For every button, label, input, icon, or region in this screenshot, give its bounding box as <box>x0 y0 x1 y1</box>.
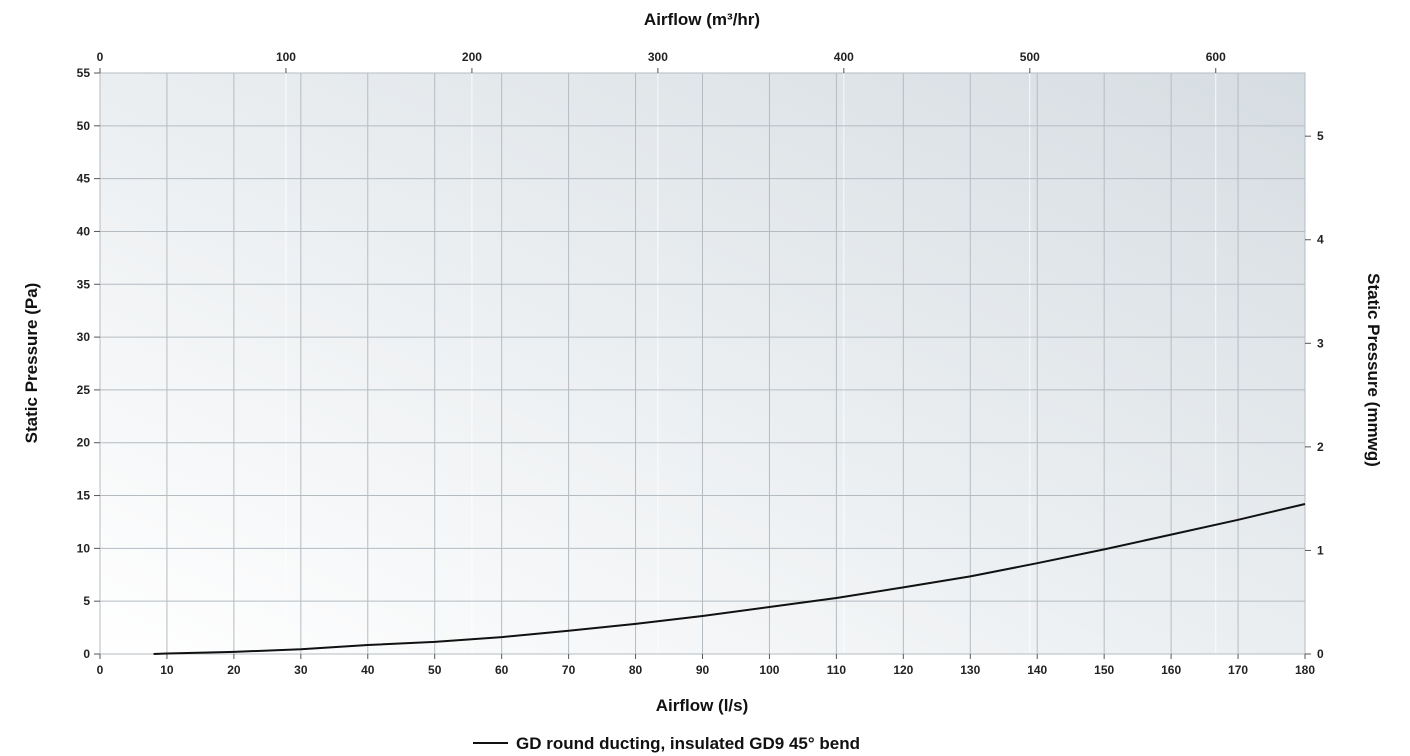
x-top-tick-label: 100 <box>276 50 296 64</box>
x-top-axis-title: Airflow (m³/hr) <box>644 10 760 29</box>
ticks: 0 10 20 30 40 50 60 70 80 90 100 110 120 130 140 150 160… <box>77 50 1324 677</box>
x-bottom-tick-label: 40 <box>361 663 375 677</box>
y-left-tick-label: 30 <box>77 330 91 344</box>
x-bottom-tick-label: 180 <box>1295 663 1315 677</box>
y-left-tick-label: 10 <box>77 541 91 555</box>
y-right-tick-label: 4 <box>1317 233 1324 247</box>
x-bottom-tick-label: 30 <box>294 663 308 677</box>
y-left-tick-label: 40 <box>77 224 91 238</box>
x-bottom-tick-label: 150 <box>1094 663 1114 677</box>
y-left-tick-label: 45 <box>77 172 91 186</box>
y-left-tick-label: 25 <box>77 383 91 397</box>
y-right-tick-label: 3 <box>1317 336 1324 350</box>
x-bottom-axis-title: Airflow (l/s) <box>656 696 749 715</box>
y-left-tick-label: 0 <box>83 647 90 661</box>
series-layer <box>153 503 1306 655</box>
y-left-tick-label: 35 <box>77 277 91 291</box>
y-left-axis-title: Static Pressure (Pa) <box>22 283 41 444</box>
y-left-tick-label: 15 <box>77 489 91 503</box>
x-top-tick-label: 400 <box>834 50 854 64</box>
x-top-tick-label: 0 <box>97 50 104 64</box>
y-left-tick-label: 50 <box>77 119 91 133</box>
x-bottom-tick-label: 170 <box>1228 663 1248 677</box>
x-bottom-tick-label: 50 <box>428 663 442 677</box>
y-right-tick-label: 0 <box>1317 647 1324 661</box>
x-top-tick-label: 200 <box>462 50 482 64</box>
x-bottom-tick-label: 90 <box>696 663 710 677</box>
y-right-tick-label: 5 <box>1317 129 1324 143</box>
x-bottom-tick-label: 120 <box>893 663 913 677</box>
x-bottom-tick-label: 80 <box>629 663 643 677</box>
x-bottom-tick-label: 20 <box>227 663 241 677</box>
x-bottom-tick-label: 70 <box>562 663 576 677</box>
x-top-tick-label: 600 <box>1206 50 1226 64</box>
x-bottom-tick-label: 110 <box>827 663 847 677</box>
x-bottom-tick-label: 10 <box>160 663 174 677</box>
grid <box>99 72 1306 655</box>
x-bottom-tick-label: 140 <box>1027 663 1047 677</box>
y-left-tick-label: 20 <box>77 436 91 450</box>
y-right-tick-label: 1 <box>1317 543 1324 557</box>
x-bottom-tick-label: 160 <box>1161 663 1181 677</box>
y-right-axis-title: Static Pressure (mmwg) <box>1364 273 1383 467</box>
x-bottom-tick-label: 130 <box>960 663 980 677</box>
x-bottom-tick-label: 60 <box>495 663 509 677</box>
y-left-tick-label: 55 <box>77 66 91 80</box>
y-left-tick-label: 5 <box>83 594 90 608</box>
x-bottom-tick-label: 100 <box>759 663 779 677</box>
x-bottom-tick-label: 0 <box>97 663 104 677</box>
x-top-tick-label: 500 <box>1020 50 1040 64</box>
y-right-tick-label: 2 <box>1317 440 1324 454</box>
legend: GD round ducting, insulated GD9 45° bend <box>473 734 860 753</box>
legend-label: GD round ducting, insulated GD9 45° bend <box>516 734 860 753</box>
x-top-tick-label: 300 <box>648 50 668 64</box>
series-line <box>153 503 1306 655</box>
